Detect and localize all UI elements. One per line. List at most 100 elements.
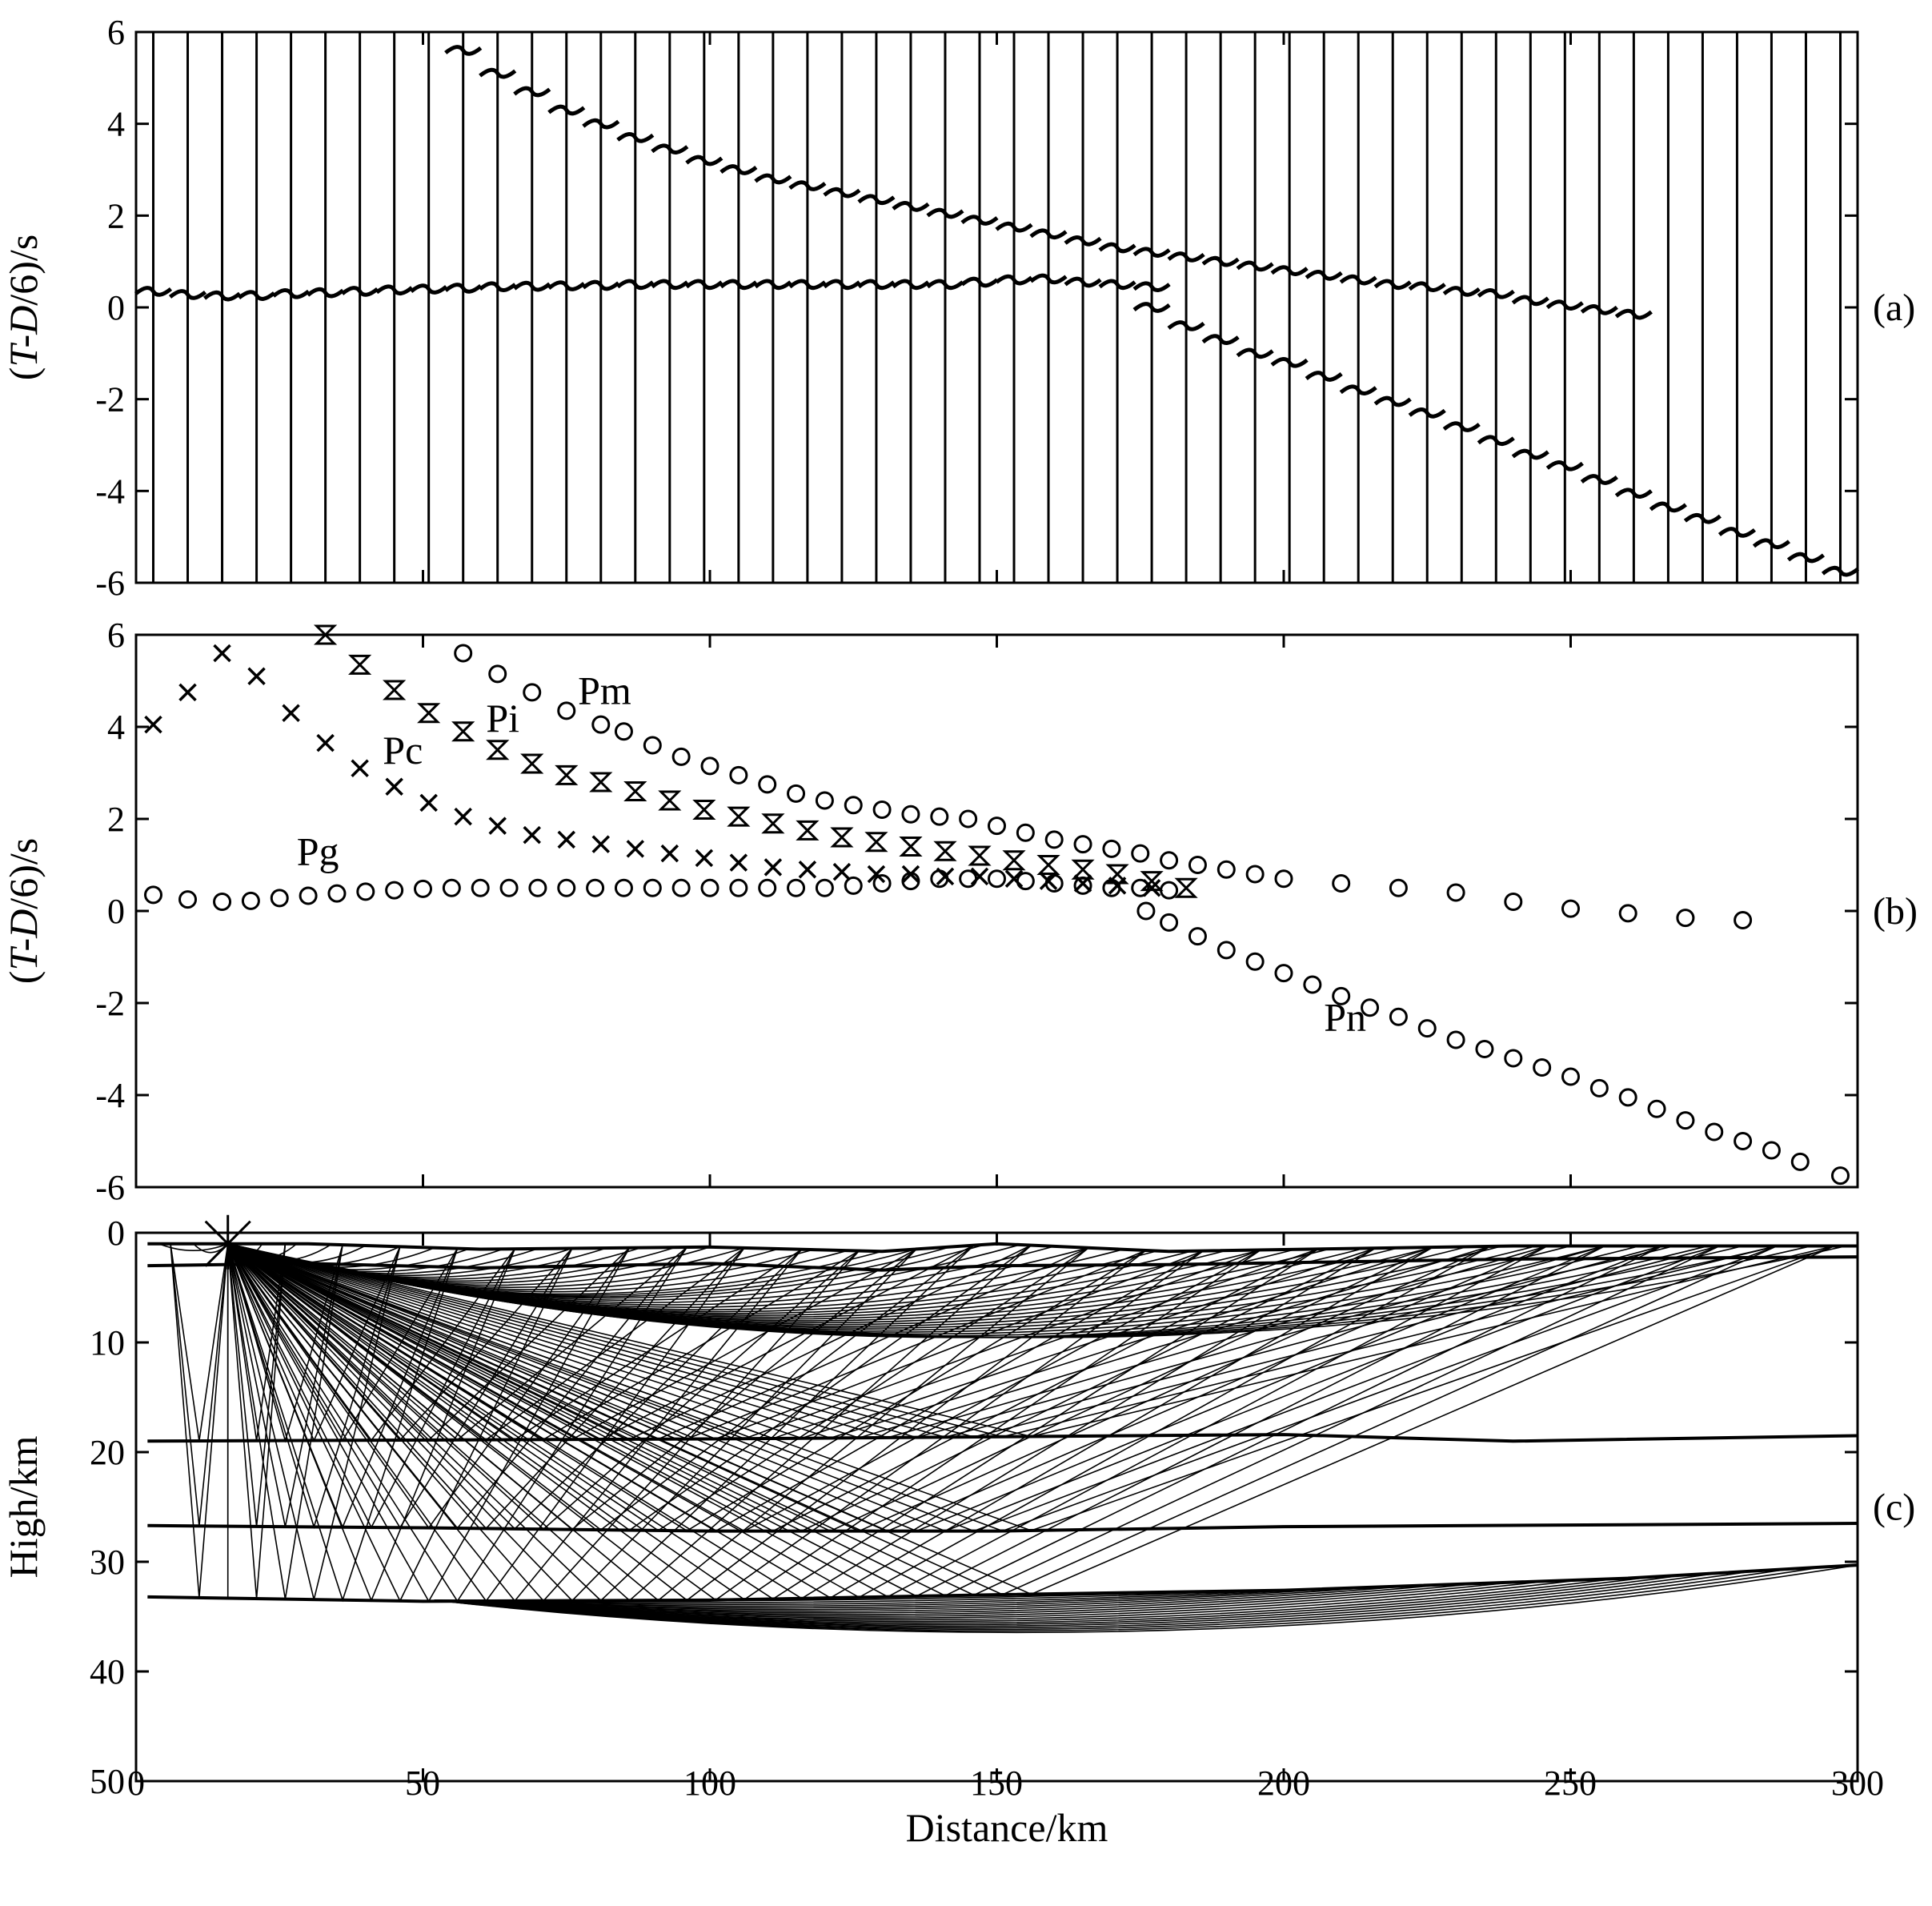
data-point: [959, 809, 978, 829]
data-point: [798, 861, 817, 879]
data-point: [1140, 871, 1164, 892]
ray-path: [434, 1581, 1513, 1617]
data-point: [1389, 1007, 1408, 1026]
data-point: [1160, 913, 1179, 932]
ray-path: [434, 1588, 1307, 1607]
y-tick-label: -4: [95, 471, 125, 511]
waveform-arrival: [1442, 286, 1481, 297]
waveform-arrival: [788, 180, 827, 191]
y-tick-label: 2: [107, 196, 125, 235]
model-interface: [147, 1522, 1858, 1533]
y-tick-label: 10: [90, 1323, 125, 1362]
data-point: [643, 736, 662, 755]
data-point: [178, 890, 198, 909]
model-interface: [147, 1242, 1858, 1254]
data-point: [1790, 1152, 1810, 1171]
waveform-arrival: [616, 132, 655, 143]
data-point: [557, 830, 575, 849]
data-point: [901, 865, 920, 884]
waveform-arrival: [823, 187, 861, 199]
data-point: [830, 827, 854, 848]
data-point: [555, 764, 579, 785]
data-point: [591, 715, 611, 734]
data-point: [671, 878, 691, 897]
waveform-arrival: [651, 279, 689, 291]
waveform-arrival: [134, 286, 173, 297]
data-point: [442, 878, 461, 897]
waveform-arrival: [719, 279, 758, 291]
data-point: [1734, 1132, 1753, 1150]
data-point: [1274, 964, 1293, 983]
waveform-arrival: [1201, 334, 1240, 345]
waveform-arrival: [1580, 304, 1618, 315]
data-point: [1188, 856, 1207, 874]
data-point: [454, 807, 472, 826]
data-point: [356, 882, 375, 901]
data-point: [899, 837, 923, 857]
waveform-arrival: [1614, 488, 1653, 499]
data-point: [144, 885, 163, 905]
data-point: [695, 849, 714, 868]
data-point: [1131, 878, 1150, 897]
panel-tag: (b): [1873, 890, 1918, 933]
waveform-arrival: [616, 279, 655, 291]
ray-path: [434, 1590, 1273, 1605]
y-tick-label: 0: [107, 288, 125, 327]
waveform-arrival: [788, 279, 827, 291]
data-point: [658, 790, 682, 811]
ray-path: [434, 1579, 1582, 1621]
y-tick-label: 6: [107, 616, 125, 655]
plot-frame: [134, 633, 1859, 1189]
waveform-arrival: [547, 280, 586, 291]
x-tick-label: 100: [683, 1764, 736, 1803]
data-point: [144, 715, 162, 734]
phase-label: Pm: [578, 668, 631, 712]
y-axis-title: High/km: [1, 1436, 46, 1579]
waveform-arrival: [823, 279, 861, 291]
phase-label: Pi: [486, 696, 519, 740]
waveform-arrival: [719, 164, 758, 175]
data-point: [832, 862, 852, 881]
data-point: [758, 878, 777, 897]
model-interface: [147, 1433, 1858, 1443]
data-point: [1245, 865, 1265, 884]
waveform-arrival: [1132, 302, 1171, 313]
waveform-arrival: [1408, 407, 1446, 419]
model-interface: [147, 1255, 1858, 1272]
ray-path: [434, 1578, 1617, 1623]
waveform-arrival: [1098, 242, 1136, 254]
waveform-arrival: [1270, 357, 1309, 368]
data-point: [1274, 869, 1293, 889]
y-tick-label: -2: [95, 984, 125, 1023]
data-point: [988, 869, 1006, 889]
waveform-arrival: [444, 283, 483, 294]
data-point: [1830, 1166, 1850, 1186]
waveform-arrival: [960, 215, 999, 226]
data-point: [626, 840, 645, 858]
waveform-arrival: [582, 279, 620, 291]
data-point: [1073, 835, 1092, 854]
data-point: [1618, 904, 1637, 923]
waveform-arrival: [1373, 395, 1412, 407]
waveform-arrival: [651, 143, 689, 154]
data-point: [1504, 1049, 1523, 1068]
waveform-arrival: [754, 173, 792, 185]
data-point: [787, 878, 806, 897]
data-point: [1102, 839, 1121, 858]
waveform-arrival: [1545, 460, 1584, 471]
data-point: [557, 878, 576, 897]
waveform-arrival: [685, 154, 723, 167]
data-point: [614, 722, 633, 741]
waveform-arrival: [1511, 295, 1549, 307]
data-point: [1332, 874, 1351, 893]
data-point: [700, 756, 719, 776]
data-point: [643, 878, 662, 897]
y-axis-title-part: /6)/s: [1, 838, 46, 909]
data-point: [241, 891, 260, 910]
waveform-arrival: [1029, 273, 1068, 285]
ray-path: [227, 1243, 1261, 1601]
data-point: [959, 869, 978, 889]
waveform-arrival: [857, 279, 896, 291]
data-point: [385, 777, 403, 796]
